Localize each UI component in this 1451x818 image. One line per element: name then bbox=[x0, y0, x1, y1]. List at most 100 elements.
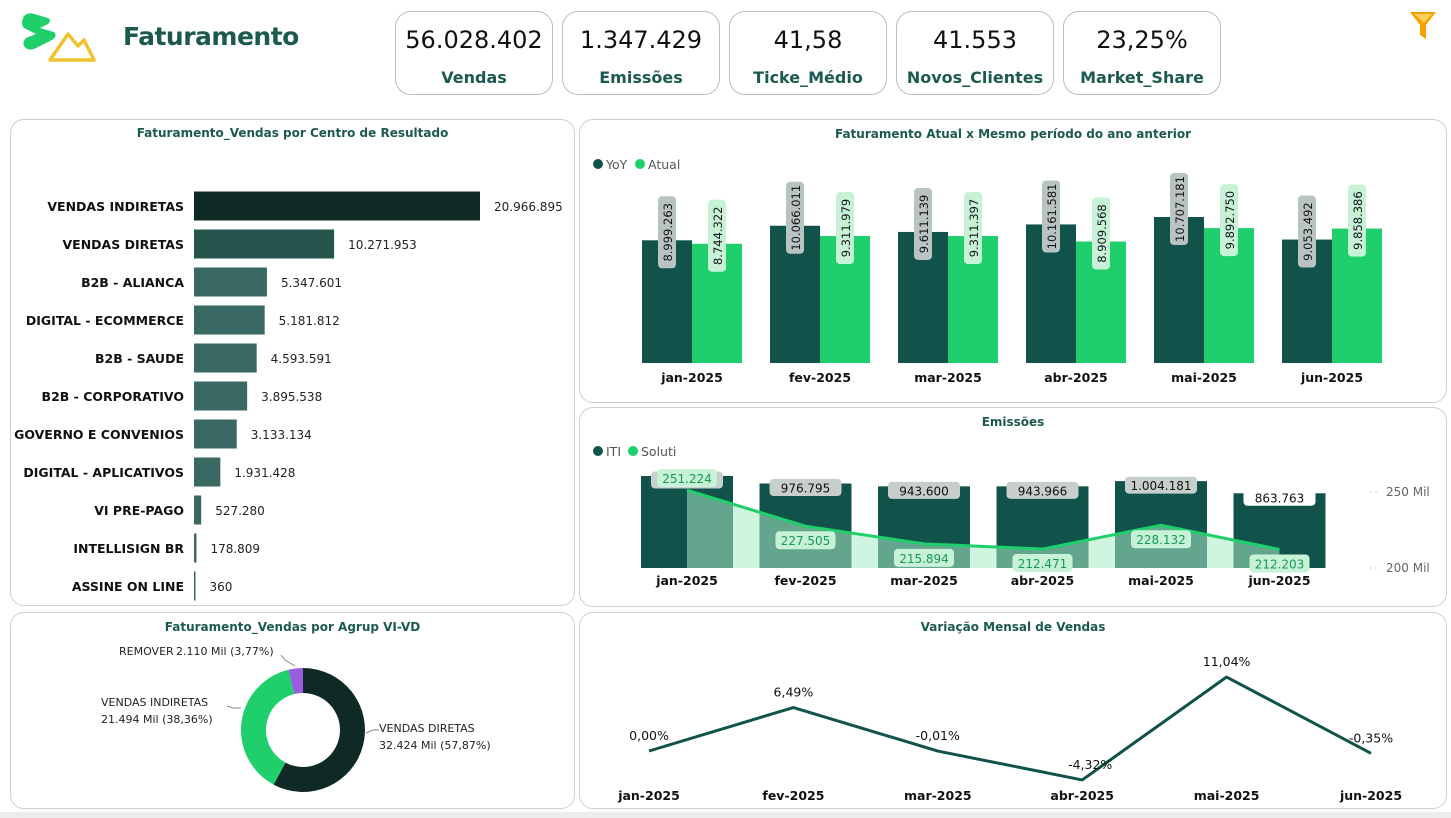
data-label: 5.347.601 bbox=[281, 276, 342, 290]
data-label: -0,35% bbox=[1349, 730, 1393, 745]
data-label: 0,00% bbox=[629, 728, 669, 743]
y2-tick-label: 250 Mil bbox=[1386, 485, 1430, 499]
bottom-bar bbox=[0, 812, 1451, 818]
chart-title: Faturamento_Vendas por Centro de Resulta… bbox=[136, 126, 449, 140]
x-tick-label: mar-2025 bbox=[904, 788, 972, 803]
kpi-value: 56.028.402 bbox=[405, 26, 543, 54]
data-label: 8.999.263 bbox=[661, 203, 675, 262]
x-tick-label: fev-2025 bbox=[774, 573, 836, 588]
variacao-mensal-chart: 0,00% 6,49% -0,01% -4,32% 11,04% -0,35% jan-20… bbox=[617, 654, 1402, 803]
panel-faturamento-yoy: Faturamento Atual x Mesmo período do ano… bbox=[579, 119, 1447, 403]
category-label: B2B - CORPORATIVO bbox=[42, 389, 184, 404]
data-label: 3.133.134 bbox=[251, 428, 312, 442]
data-label-bg bbox=[964, 192, 982, 265]
data-label: 863.763 bbox=[1255, 491, 1305, 505]
x-tick-label: jun-2025 bbox=[1247, 573, 1310, 588]
data-label: 943.966 bbox=[1018, 484, 1068, 498]
legend-marker bbox=[628, 446, 638, 456]
kpi-label: Ticke_Médio bbox=[753, 68, 863, 87]
data-label: 1.931.428 bbox=[234, 466, 295, 480]
category-label: DIGITAL - ECOMMERCE bbox=[26, 313, 184, 328]
bar bbox=[194, 419, 237, 449]
data-label: 3.895.538 bbox=[261, 390, 322, 404]
category-label: B2B - ALIANCA bbox=[81, 275, 184, 290]
bar bbox=[194, 343, 257, 373]
chart-title: Faturamento_Vendas por Agrup VI-VD bbox=[164, 620, 421, 634]
data-label: 5.181.812 bbox=[279, 314, 340, 328]
slice-name: VENDAS INDIRETAS bbox=[101, 696, 208, 709]
kpi-card-market-share: 23,25% Market_Share bbox=[1063, 11, 1221, 95]
category-label: VENDAS INDIRETAS bbox=[47, 199, 184, 214]
kpi-label: Vendas bbox=[441, 68, 507, 87]
data-label: -4,32% bbox=[1068, 757, 1112, 772]
kpi-label: Market_Share bbox=[1080, 68, 1204, 87]
data-label-bg bbox=[1012, 554, 1073, 573]
bar bbox=[194, 191, 480, 221]
data-label: 251.224 bbox=[662, 472, 712, 486]
kpi-label: Novos_Clientes bbox=[906, 68, 1044, 87]
data-label: 9.311.979 bbox=[839, 199, 853, 258]
data-label: 9.611.139 bbox=[917, 195, 931, 254]
data-label-bg bbox=[1170, 173, 1188, 245]
data-label-bg bbox=[888, 481, 960, 499]
bar bbox=[194, 533, 197, 563]
slice-value: 32.424 Mil (57,87%) bbox=[379, 739, 491, 752]
x-tick-label: jun-2025 bbox=[1300, 370, 1363, 385]
kpi-value: 23,25% bbox=[1096, 26, 1188, 54]
data-label-bg bbox=[1298, 195, 1316, 268]
x-tick-label: abr-2025 bbox=[1011, 573, 1075, 588]
x-tick-label: mar-2025 bbox=[914, 370, 982, 385]
panel-agrup: Faturamento_Vendas por Agrup VI-VD VENDA… bbox=[10, 612, 575, 809]
bar bbox=[194, 457, 221, 487]
category-label: DIGITAL - APLICATIVOS bbox=[23, 465, 184, 480]
panel-emissoes: Emissões ITISoluti1.063.468976.795943.60… bbox=[579, 407, 1447, 607]
kpi-card-novos-clientes: 41.553 Novos_Clientes bbox=[896, 11, 1054, 95]
category-label: INTELLISIGN BR bbox=[73, 541, 184, 556]
slice-name: REMOVER bbox=[119, 645, 174, 658]
data-label-bg bbox=[658, 196, 676, 269]
legend-label: Atual bbox=[648, 157, 680, 172]
leader-line bbox=[226, 705, 241, 709]
data-label-bg bbox=[914, 187, 932, 260]
kpi-value: 41.553 bbox=[933, 26, 1017, 54]
kpi-value: 41,58 bbox=[773, 26, 843, 54]
kpi-value: 1.347.429 bbox=[579, 26, 703, 54]
slice-value: 2.110 Mil (3,77%) bbox=[176, 645, 274, 658]
data-label: 20.966.895 bbox=[494, 200, 563, 214]
series-line bbox=[648, 675, 1372, 782]
data-label: 527.280 bbox=[215, 504, 265, 518]
chart-title: Faturamento Atual x Mesmo período do ano… bbox=[834, 127, 1192, 141]
company-logo bbox=[22, 13, 96, 62]
data-label: 9.858.386 bbox=[1351, 191, 1365, 250]
data-label: 9.053.492 bbox=[1301, 202, 1315, 261]
category-label: VI PRE-PAGO bbox=[94, 503, 184, 518]
data-label: 943.600 bbox=[899, 484, 949, 498]
x-tick-label: fev-2025 bbox=[789, 370, 851, 385]
data-label: 10.066.011 bbox=[789, 185, 803, 251]
data-label-bg bbox=[1125, 476, 1197, 494]
data-label: 6,49% bbox=[774, 685, 814, 700]
data-label: 8.744.322 bbox=[711, 206, 725, 265]
x-tick-label: abr-2025 bbox=[1044, 370, 1108, 385]
filter-icon[interactable] bbox=[1408, 10, 1438, 42]
series-line bbox=[686, 488, 1280, 551]
kpi-label: Emissões bbox=[599, 68, 683, 87]
data-label: 976.795 bbox=[781, 481, 831, 495]
data-label: 11,04% bbox=[1203, 654, 1251, 669]
emissoes-chart: ITISoluti1.063.468976.795943.600943.9661… bbox=[593, 444, 1430, 588]
kpi-card-vendas: 56.028.402 Vendas bbox=[395, 11, 553, 95]
kpi-card-ticket-medio: 41,58 Ticke_Médio bbox=[729, 11, 887, 95]
data-label-bg bbox=[708, 199, 726, 272]
x-tick-label: jan-2025 bbox=[655, 573, 718, 588]
x-tick-label: jan-2025 bbox=[617, 788, 680, 803]
bar bbox=[194, 381, 248, 411]
data-label-bg bbox=[775, 531, 836, 550]
data-label: 360 bbox=[210, 580, 233, 594]
category-label: B2B - SAUDE bbox=[95, 351, 184, 366]
data-label-bg bbox=[786, 181, 804, 254]
data-label: 8.909.568 bbox=[1095, 204, 1109, 263]
faturamento-yoy-chart: YoY Atual 8.999.263 8.744.322 jan-2025 10.066… bbox=[593, 157, 1382, 385]
x-tick-label: mai-2025 bbox=[1194, 788, 1260, 803]
data-label: 215.894 bbox=[899, 552, 949, 566]
bar bbox=[194, 229, 335, 259]
